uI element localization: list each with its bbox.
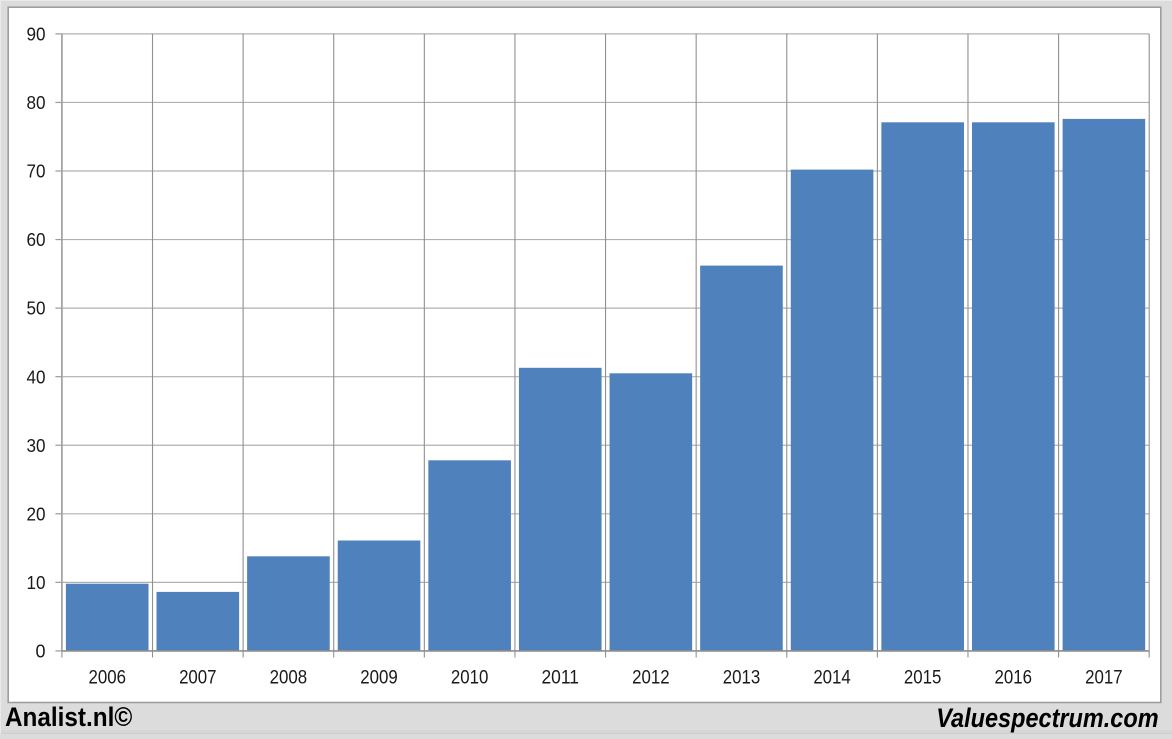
svg-text:30: 30	[27, 436, 46, 456]
svg-text:2011: 2011	[541, 667, 579, 688]
svg-text:70: 70	[27, 162, 46, 182]
svg-text:2016: 2016	[995, 667, 1033, 688]
svg-text:2012: 2012	[632, 667, 670, 688]
svg-text:2014: 2014	[813, 667, 851, 688]
svg-text:50: 50	[27, 299, 46, 319]
svg-text:2009: 2009	[360, 667, 398, 688]
svg-text:2017: 2017	[1085, 667, 1123, 688]
svg-text:0: 0	[35, 642, 45, 662]
svg-text:2015: 2015	[904, 667, 942, 688]
svg-text:60: 60	[27, 230, 46, 250]
svg-text:2013: 2013	[723, 667, 761, 688]
svg-text:90: 90	[27, 25, 46, 45]
svg-text:2006: 2006	[88, 667, 126, 688]
svg-text:2008: 2008	[270, 667, 308, 688]
svg-text:20: 20	[27, 504, 46, 524]
svg-text:2010: 2010	[451, 667, 489, 688]
svg-text:2007: 2007	[179, 667, 217, 688]
svg-text:10: 10	[27, 573, 46, 593]
svg-text:80: 80	[27, 93, 46, 113]
svg-text:40: 40	[27, 367, 46, 387]
